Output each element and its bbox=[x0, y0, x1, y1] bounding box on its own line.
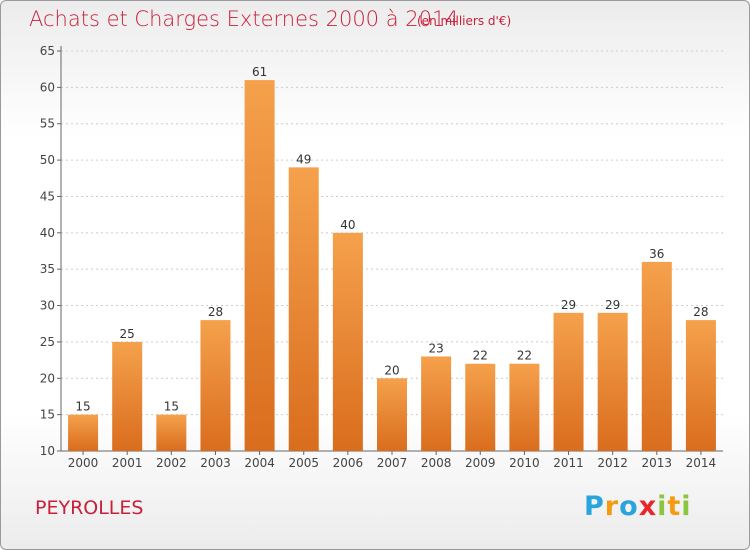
data-label: 29 bbox=[561, 298, 576, 312]
y-tick-label: 55 bbox=[40, 117, 55, 131]
x-tick-label: 2001 bbox=[112, 456, 143, 470]
bar-2013 bbox=[641, 261, 672, 451]
data-label: 61 bbox=[252, 65, 267, 79]
x-tick-label: 2006 bbox=[333, 456, 364, 470]
chart-title: Achats et Charges Externes 2000 à 2014 bbox=[29, 7, 459, 31]
bar-2006 bbox=[332, 232, 363, 451]
data-label: 22 bbox=[517, 349, 532, 363]
bar-2000 bbox=[68, 414, 99, 451]
x-tick-label: 2014 bbox=[686, 456, 717, 470]
x-tick-label: 2010 bbox=[509, 456, 540, 470]
data-label: 29 bbox=[605, 298, 620, 312]
bar-2008 bbox=[421, 356, 452, 451]
logo-letter: P bbox=[584, 491, 605, 522]
logo-letter: t bbox=[667, 491, 682, 522]
x-tick-label: 2008 bbox=[421, 456, 452, 470]
place-name: PEYROLLES bbox=[35, 497, 144, 519]
bar-2005 bbox=[288, 167, 319, 451]
logo-letter: i bbox=[657, 491, 668, 522]
y-tick-label: 20 bbox=[40, 371, 55, 385]
x-tick-label: 2002 bbox=[156, 456, 187, 470]
y-tick-label: 35 bbox=[40, 262, 55, 276]
y-tick-label: 45 bbox=[40, 189, 55, 203]
x-tick-label: 2011 bbox=[553, 456, 584, 470]
data-label: 23 bbox=[428, 341, 443, 355]
x-tick-label: 2004 bbox=[244, 456, 275, 470]
bar-2012 bbox=[597, 312, 628, 451]
data-label: 40 bbox=[340, 218, 355, 232]
data-label: 20 bbox=[384, 363, 399, 377]
bar-2003 bbox=[200, 320, 231, 451]
y-tick-label: 30 bbox=[40, 299, 55, 313]
bar-2014 bbox=[685, 320, 716, 451]
y-tick-label: 60 bbox=[40, 80, 55, 94]
data-label: 49 bbox=[296, 152, 311, 166]
bar-2010 bbox=[509, 363, 540, 451]
logo-letter: o bbox=[619, 491, 639, 522]
x-tick-label: 2012 bbox=[597, 456, 628, 470]
proxiti-logo: Proxiti bbox=[584, 491, 692, 522]
y-tick-label: 15 bbox=[40, 408, 55, 422]
x-tick-label: 2013 bbox=[642, 456, 673, 470]
bar-2002 bbox=[156, 414, 187, 451]
bar-2007 bbox=[377, 378, 407, 451]
bar-2009 bbox=[465, 363, 496, 451]
bar-2011 bbox=[553, 312, 584, 451]
x-tick-label: 2009 bbox=[465, 456, 496, 470]
y-tick-label: 40 bbox=[40, 226, 55, 240]
data-label: 15 bbox=[164, 400, 179, 414]
data-label: 36 bbox=[649, 247, 664, 261]
data-label: 15 bbox=[75, 400, 90, 414]
y-tick-label: 10 bbox=[40, 444, 55, 458]
data-label: 28 bbox=[693, 305, 708, 319]
logo-letter: i bbox=[681, 491, 692, 522]
data-label: 22 bbox=[473, 349, 488, 363]
x-tick-label: 2005 bbox=[288, 456, 319, 470]
logo-letter: x bbox=[638, 491, 658, 522]
y-tick-label: 25 bbox=[40, 335, 55, 349]
bar-2004 bbox=[244, 80, 275, 451]
y-tick-label: 50 bbox=[40, 153, 55, 167]
x-tick-label: 2000 bbox=[68, 456, 99, 470]
data-label: 28 bbox=[208, 305, 223, 319]
x-tick-label: 2003 bbox=[200, 456, 231, 470]
bar-2001 bbox=[112, 341, 143, 451]
logo-letter: r bbox=[604, 491, 620, 522]
y-tick-label: 65 bbox=[40, 44, 55, 58]
x-tick-label: 2007 bbox=[377, 456, 408, 470]
data-label: 25 bbox=[120, 327, 135, 341]
chart-subtitle: (en milliers d'€) bbox=[417, 14, 512, 28]
